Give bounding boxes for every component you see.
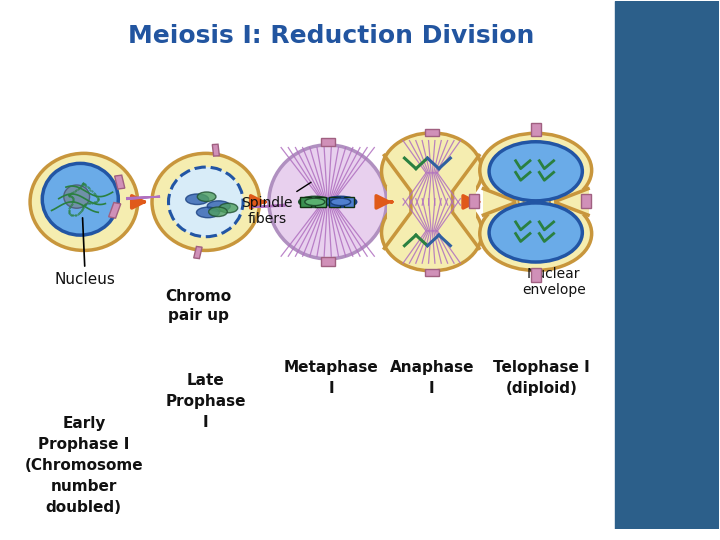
Bar xyxy=(531,268,541,282)
Ellipse shape xyxy=(269,145,387,259)
Ellipse shape xyxy=(207,201,230,211)
Bar xyxy=(387,186,476,218)
Bar xyxy=(300,197,311,207)
Bar xyxy=(343,197,354,207)
Ellipse shape xyxy=(186,194,209,205)
Bar xyxy=(425,129,439,136)
Bar xyxy=(320,257,335,266)
Bar xyxy=(109,202,121,218)
Text: Anaphase
I: Anaphase I xyxy=(390,360,474,396)
Text: Nucleus: Nucleus xyxy=(55,218,116,287)
Ellipse shape xyxy=(64,185,89,208)
Text: Telophase I
(diploid): Telophase I (diploid) xyxy=(493,360,590,396)
Ellipse shape xyxy=(489,141,582,201)
Text: Late
Prophase
I: Late Prophase I xyxy=(166,373,246,430)
Text: Nuclear
envelope: Nuclear envelope xyxy=(522,219,585,297)
Bar xyxy=(114,175,125,189)
Ellipse shape xyxy=(480,197,592,271)
Ellipse shape xyxy=(489,203,582,262)
Ellipse shape xyxy=(325,197,356,207)
Ellipse shape xyxy=(382,194,482,271)
Text: Meiosis I: Reduction Division: Meiosis I: Reduction Division xyxy=(128,24,534,48)
Bar xyxy=(425,269,439,276)
Ellipse shape xyxy=(299,197,330,207)
Bar xyxy=(329,197,340,207)
Text: Chromo
pair up: Chromo pair up xyxy=(166,289,232,322)
Ellipse shape xyxy=(382,133,482,210)
Ellipse shape xyxy=(30,153,138,251)
Ellipse shape xyxy=(197,207,220,218)
Ellipse shape xyxy=(168,167,243,237)
Text: Spindle
fibers: Spindle fibers xyxy=(241,183,311,226)
Ellipse shape xyxy=(197,192,216,201)
Bar xyxy=(482,188,589,215)
Bar xyxy=(531,123,541,137)
Ellipse shape xyxy=(42,164,118,235)
Bar xyxy=(615,2,719,529)
Text: Early
Prophase I
(Chromosome
number
doubled): Early Prophase I (Chromosome number doub… xyxy=(24,416,143,515)
Bar xyxy=(581,194,591,208)
Ellipse shape xyxy=(305,198,325,206)
Ellipse shape xyxy=(480,133,592,207)
Text: Metaphase
I: Metaphase I xyxy=(284,360,379,396)
Ellipse shape xyxy=(152,153,260,251)
Ellipse shape xyxy=(330,198,351,206)
Bar xyxy=(194,246,202,259)
Bar xyxy=(469,194,479,208)
Bar xyxy=(320,138,335,146)
Bar xyxy=(212,144,220,156)
Ellipse shape xyxy=(219,203,238,213)
Ellipse shape xyxy=(209,207,228,217)
Bar xyxy=(315,197,325,207)
